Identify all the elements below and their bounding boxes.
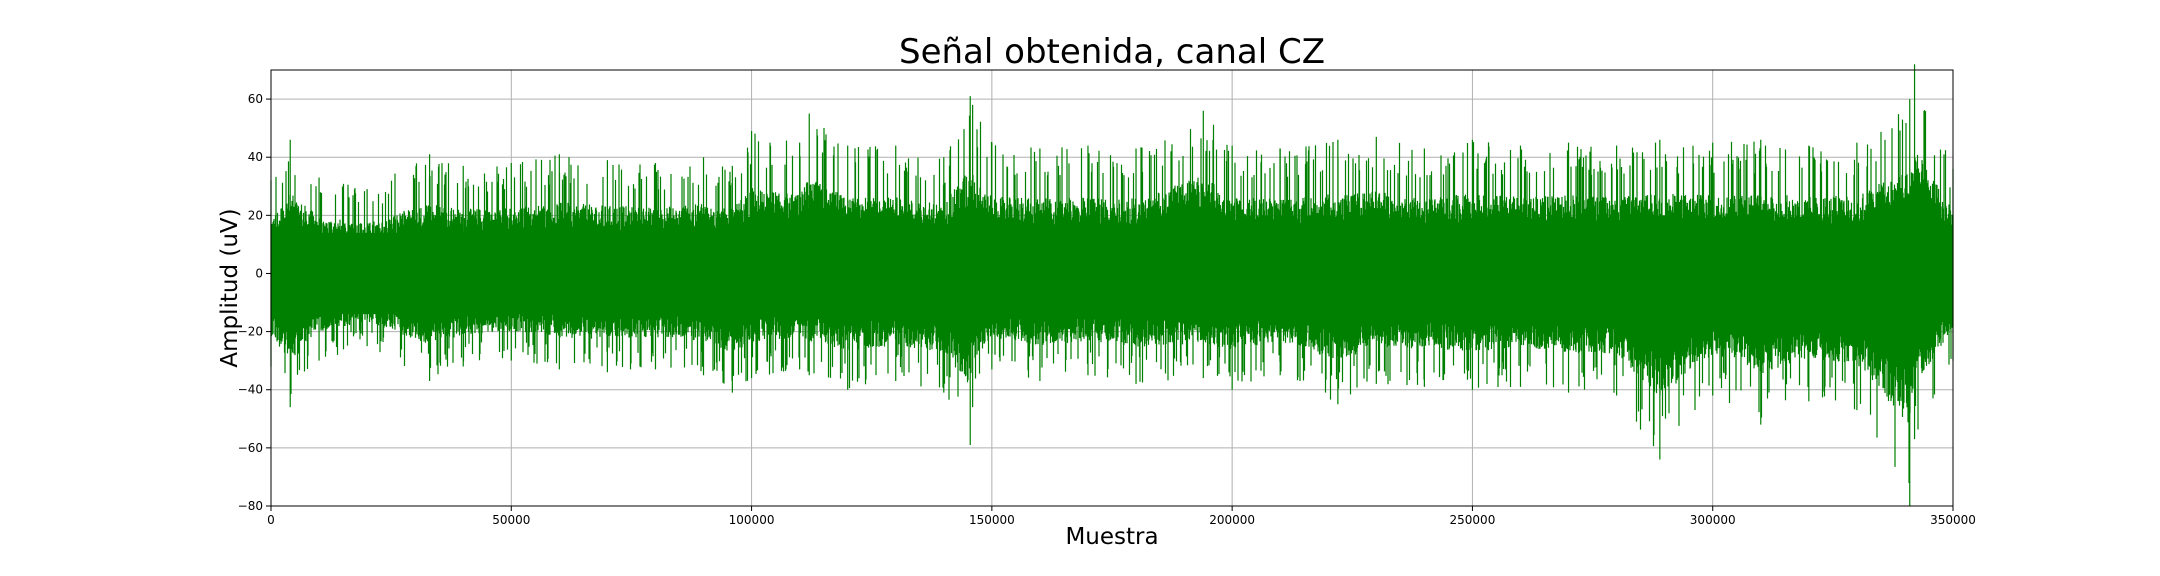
- y-tick-label: −80: [238, 499, 263, 513]
- x-tick-label: 50000: [492, 513, 530, 527]
- y-axis-label: Amplitud (uV): [217, 208, 243, 367]
- y-tick-label: 0: [255, 266, 263, 280]
- x-tick-label: 0: [267, 513, 275, 527]
- x-tick-label: 250000: [1450, 513, 1496, 527]
- y-tick-label: −40: [238, 383, 263, 397]
- chart-title: Señal obtenida, canal CZ: [899, 32, 1325, 72]
- signal-series: [270, 64, 1954, 506]
- y-tick-label: −60: [238, 441, 263, 455]
- plot-frame: [270, 69, 1954, 507]
- x-tick-label: 150000: [969, 513, 1015, 527]
- x-tick-label: 200000: [1209, 513, 1255, 527]
- y-tick-label: 20: [248, 208, 263, 222]
- x-axis-label: Muestra: [1065, 524, 1158, 550]
- y-tick-label: 60: [248, 92, 263, 106]
- x-tick-label: 100000: [729, 513, 775, 527]
- axis-ticks: 0 50000 100000 150000 200000 250000 300000 3500…: [238, 92, 1976, 527]
- x-tick-label: 300000: [1690, 513, 1736, 527]
- y-tick-label: −20: [238, 325, 263, 339]
- y-tick-label: 40: [248, 150, 263, 164]
- x-tick-label: 350000: [1930, 513, 1976, 527]
